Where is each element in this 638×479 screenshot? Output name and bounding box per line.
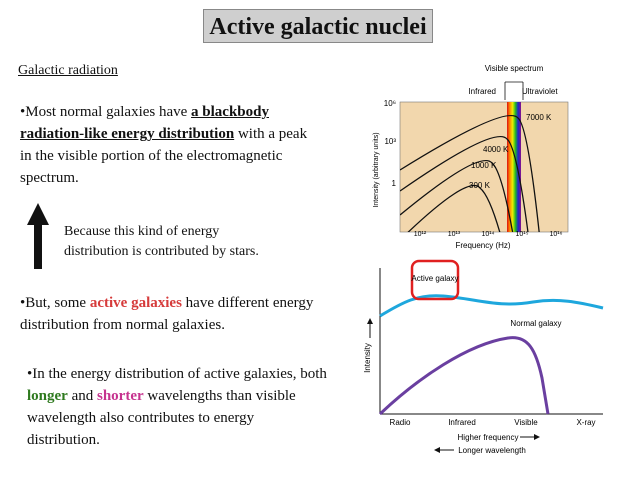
blackbody-curves — [400, 114, 540, 232]
blackbody-curve — [400, 159, 514, 232]
galaxy-energy-chart: Intensity Active galaxy Normal galaxy Ra… — [363, 259, 604, 455]
normal-galaxy-label: Normal galaxy — [510, 319, 561, 328]
p1-rest: with a peak in the visible portion of th… — [20, 126, 308, 186]
page-title: Active galactic nuclei — [203, 9, 433, 43]
paragraph-active-galaxies: •But, some active galaxies have differen… — [20, 292, 340, 336]
visible-band — [507, 102, 521, 232]
category-label: Infrared — [448, 418, 476, 427]
curve-temperature-label: 1000 K — [471, 161, 497, 170]
blackbody-curve — [400, 114, 540, 232]
p1-start: •Most normal galaxies have — [20, 104, 192, 120]
x-tick-label: 10¹² — [414, 231, 427, 238]
infrared-label: Infrared — [468, 87, 496, 96]
up-arrow-icon — [27, 203, 49, 269]
intensity-label: Intensity — [363, 343, 372, 373]
blackbody-curve — [400, 135, 529, 232]
x-axis-label: Frequency (Hz) — [455, 241, 510, 250]
curve-labels: 300 K 1000 K 4000 K 7000 K — [469, 113, 552, 190]
p1-emphasis: a blackbody radiation-like energy distri… — [20, 104, 269, 142]
paragraph-energy-distribution: •In the energy distribution of active ga… — [27, 363, 327, 451]
y-tick-label: 1 — [392, 179, 397, 188]
curve-temperature-label: 7000 K — [526, 113, 552, 122]
y-axis-label: Intensity (arbitrary units) — [373, 132, 380, 207]
curve-temperature-label: 300 K — [469, 181, 491, 190]
longer-wavelength-label: Longer wavelength — [458, 446, 526, 455]
x-tick-label: 10¹⁵ — [515, 231, 528, 238]
blackbody-curve — [407, 184, 501, 232]
blackbody-chart: Visible spectrum Infrared Ultraviolet 30… — [373, 64, 569, 250]
category-label: Radio — [390, 418, 411, 427]
curve-temperature-label: 4000 K — [483, 145, 509, 154]
section-subtitle: Galactic radiation — [18, 63, 118, 78]
p3-and: and — [67, 388, 97, 404]
normal-galaxy-curve — [378, 336, 550, 416]
x-tick-label: 10¹⁶ — [550, 231, 563, 238]
higher-frequency-label: Higher frequency — [458, 433, 519, 442]
x-tick-label: 10¹³ — [448, 231, 461, 238]
p2-emphasis: active galaxies — [89, 295, 182, 311]
ultraviolet-label: Ultraviolet — [522, 87, 558, 96]
p3-start: •In the energy distribution of active ga… — [27, 366, 327, 382]
active-galaxy-highlight — [410, 259, 460, 301]
x-ticks: 10¹² 10¹³ 10¹⁴ 10¹⁵ 10¹⁶ — [414, 231, 563, 238]
paragraph-normal-galaxies: •Most normal galaxies have a blackbody r… — [20, 101, 310, 189]
active-galaxy-curve — [379, 294, 604, 318]
y-tick-label: 10⁶ — [384, 99, 396, 108]
visible-spectrum-label: Visible spectrum — [485, 64, 544, 73]
p3-rest: wavelengths than visible wavelength also… — [27, 388, 296, 448]
y-ticks: 1 10³ 10⁶ — [384, 99, 397, 188]
category-label: X-ray — [576, 418, 595, 427]
stars-note: Because this kind of energy distribution… — [64, 224, 259, 259]
p3-shorter: shorter — [97, 388, 144, 404]
category-labels: Radio Infrared Visible X-ray — [390, 418, 596, 427]
p2-rest: have different energy distribution from … — [20, 295, 314, 333]
y-tick-label: 10³ — [384, 137, 396, 146]
p3-longer: longer — [27, 388, 68, 404]
p2-start: •But, some — [20, 295, 90, 311]
category-label: Visible — [514, 418, 538, 427]
x-tick-label: 10¹⁴ — [481, 231, 494, 238]
active-galaxy-label: Active galaxy — [411, 274, 458, 283]
